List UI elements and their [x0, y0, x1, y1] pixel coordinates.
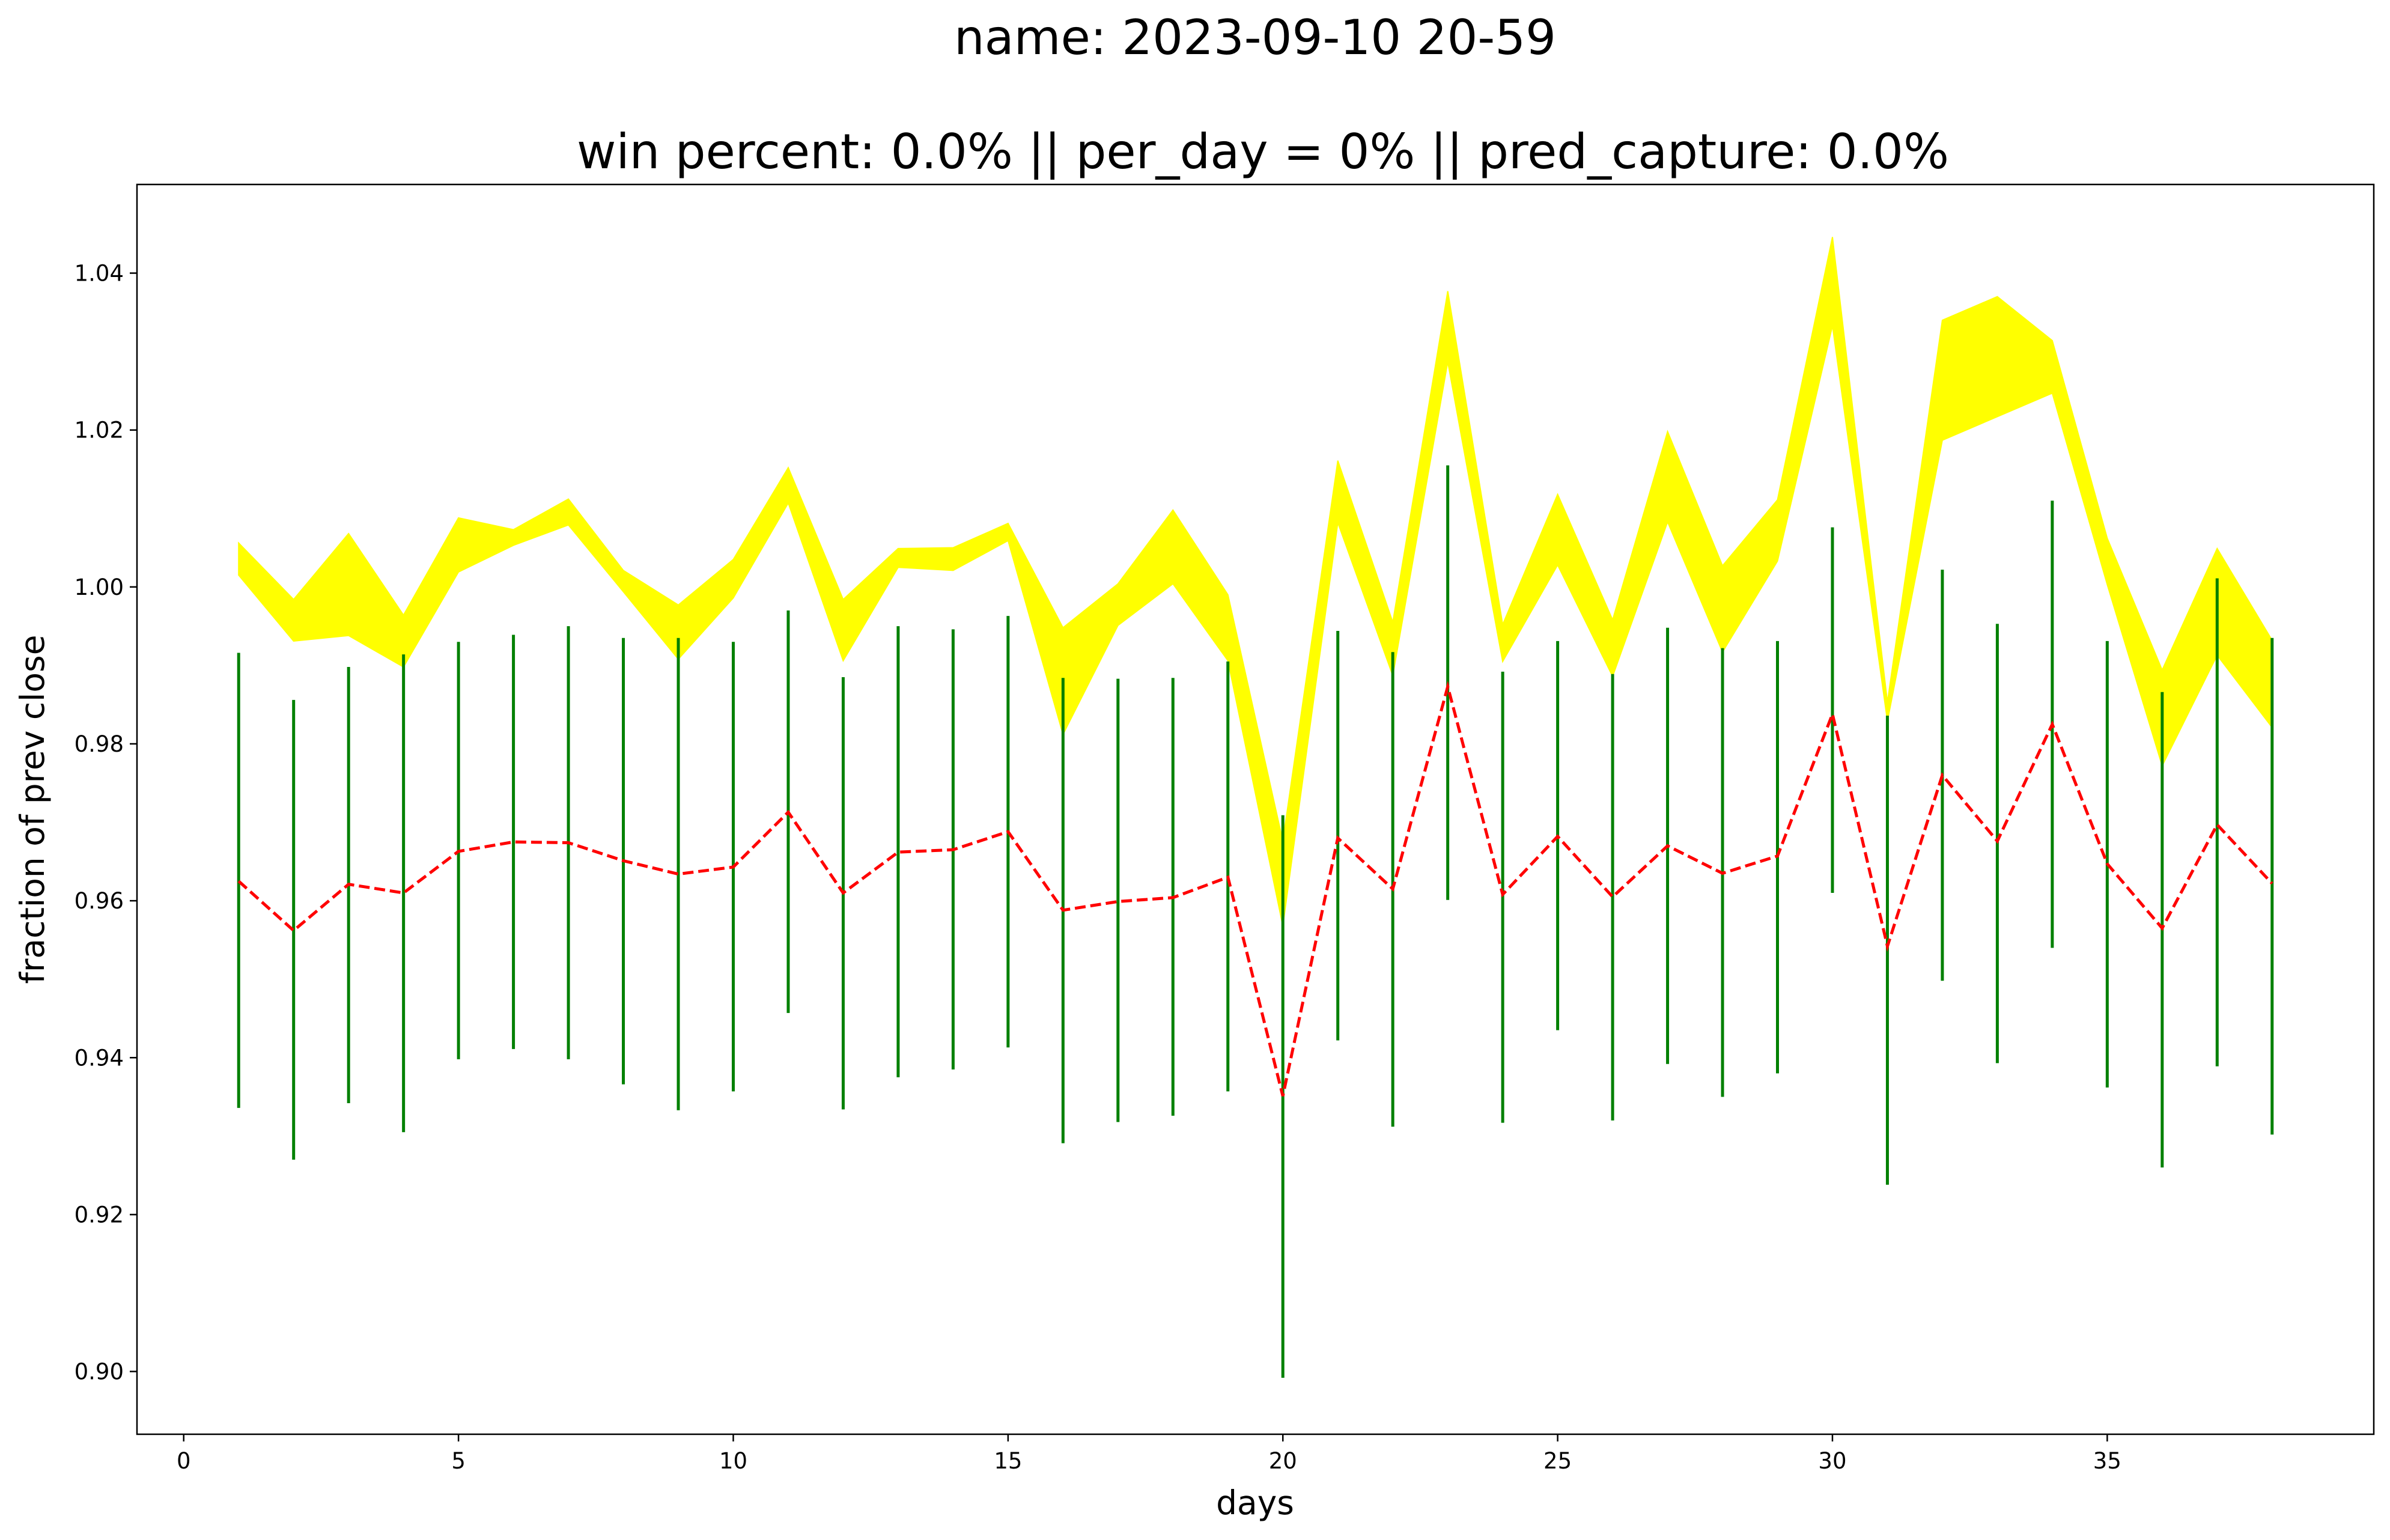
y-tick-label: 0.98 — [74, 731, 124, 757]
x-tick-label: 20 — [1269, 1448, 1297, 1474]
y-tick-label: 0.90 — [74, 1359, 124, 1385]
y-axis: 0.90 0.92 0.94 0.96 0.98 1.00 1.02 1.04 — [74, 261, 137, 1385]
y-tick-label: 1.00 — [74, 574, 124, 600]
chart-subtitle: win percent: 0.0% || per_day = 0% || pre… — [577, 124, 1949, 180]
x-tick-label: 25 — [1543, 1448, 1572, 1474]
y-tick-label: 1.04 — [74, 261, 124, 287]
y-tick-label: 0.94 — [74, 1045, 124, 1071]
plot-frame — [136, 183, 2375, 1435]
x-axis-label: days — [1216, 1484, 1294, 1522]
chart-title: name: 2023-09-10 20-59 — [954, 10, 1556, 65]
x-axis: 0 5 10 15 20 25 30 35 — [177, 1434, 2121, 1474]
x-tick-label: 0 — [177, 1448, 191, 1474]
y-tick-label: 1.02 — [74, 418, 124, 443]
y-tick-label: 0.92 — [74, 1202, 124, 1228]
y-tick-label: 0.96 — [74, 888, 124, 914]
x-tick-label: 10 — [719, 1448, 747, 1474]
y-axis-label: fraction of prev close — [13, 635, 52, 984]
x-tick-label: 15 — [994, 1448, 1022, 1474]
predicted-line — [237, 681, 2273, 1097]
x-tick-label: 5 — [451, 1448, 466, 1474]
x-tick-label: 30 — [1818, 1448, 1846, 1474]
x-tick-label: 35 — [2093, 1448, 2121, 1474]
plot-area — [237, 237, 2274, 1378]
